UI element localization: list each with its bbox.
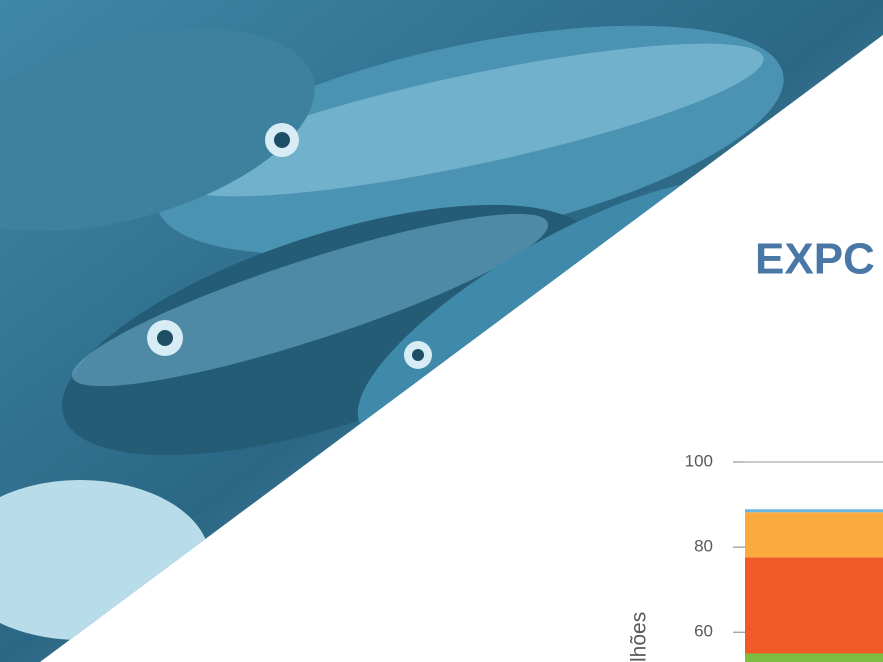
chart: 60 80 100 (685, 451, 883, 662)
y-axis-label: lhões (628, 612, 651, 662)
bar-segment (745, 557, 883, 654)
y-tick-label: 100 (685, 451, 713, 470)
bar-segment (745, 653, 883, 662)
y-tick-label: 60 (694, 622, 713, 641)
y-tick-label: 80 (694, 537, 713, 556)
slide-title: EXPC (755, 235, 875, 284)
bar-segment (745, 509, 883, 513)
bar-segment (745, 512, 883, 558)
